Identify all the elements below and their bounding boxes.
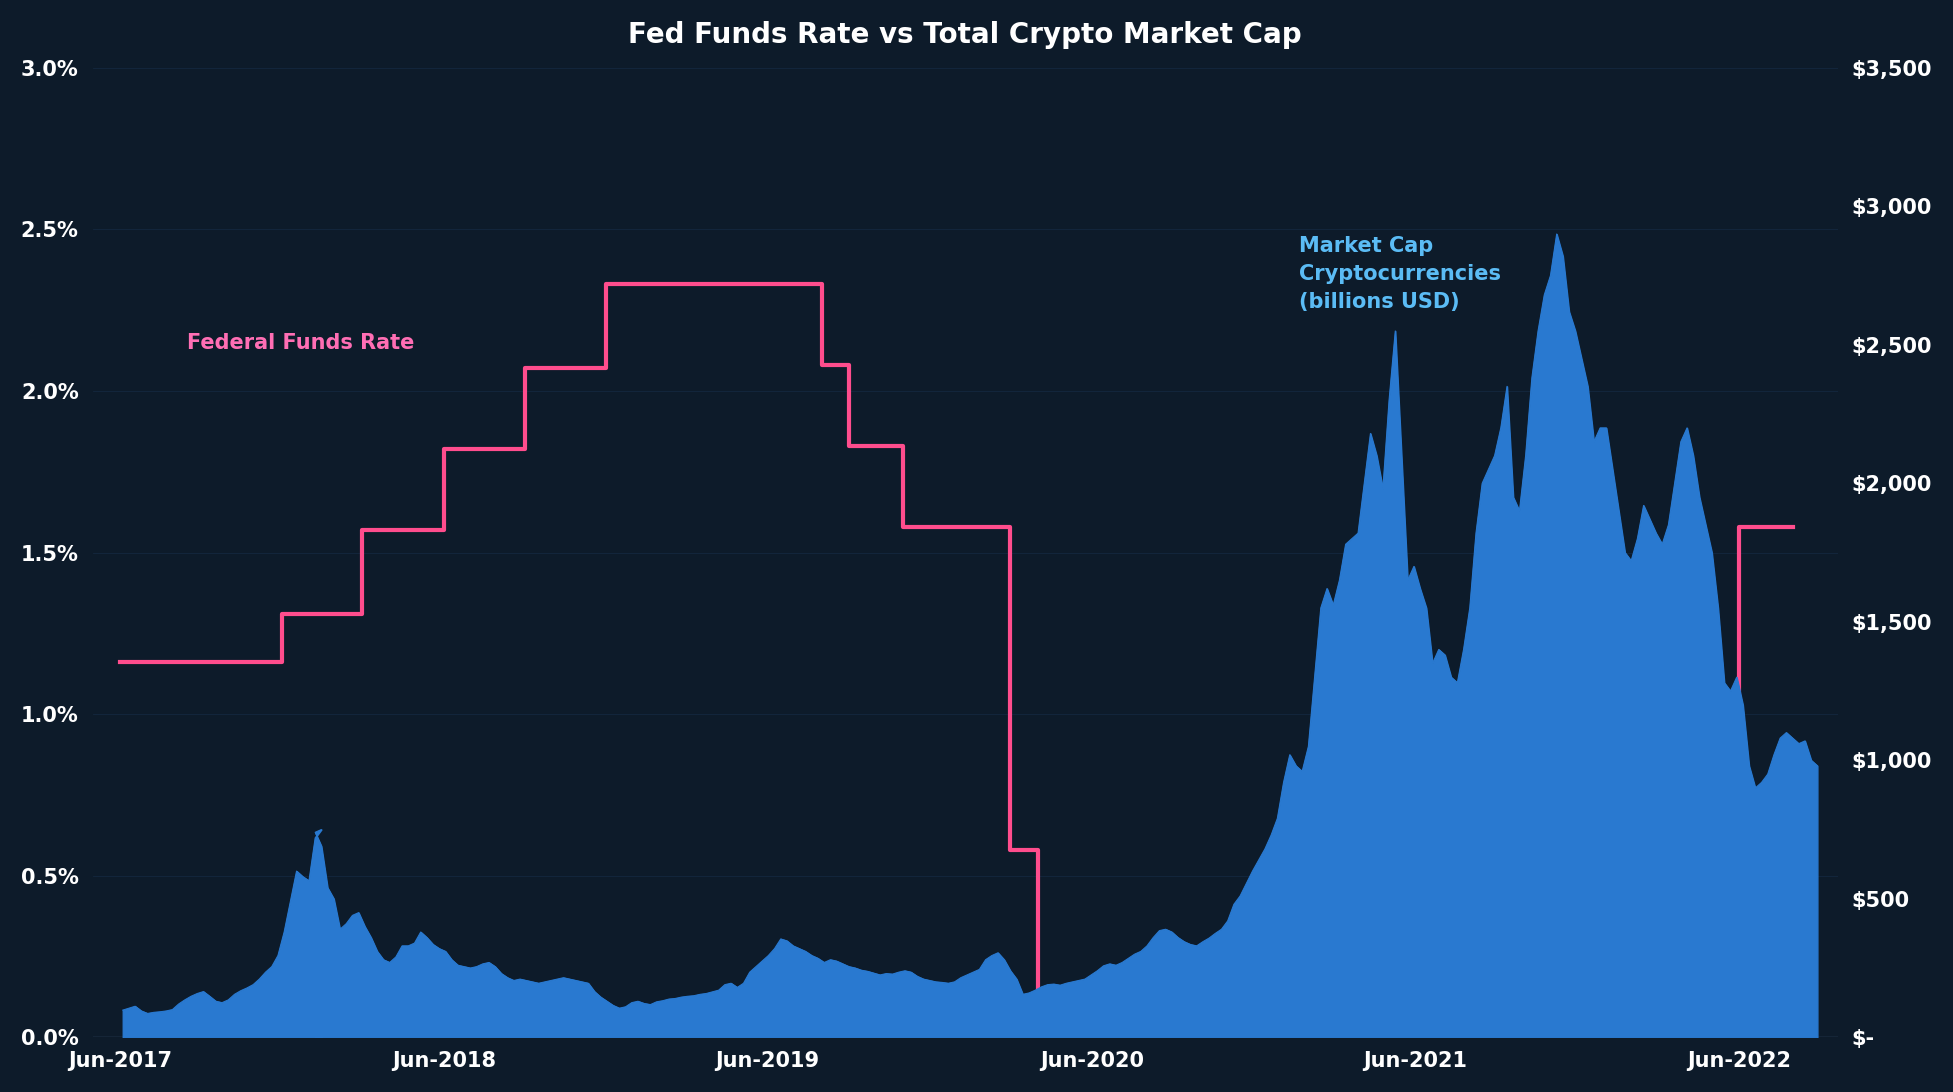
Title: Fed Funds Rate vs Total Crypto Market Cap: Fed Funds Rate vs Total Crypto Market Ca… (629, 21, 1303, 49)
Text: Market Cap
Cryptocurrencies
(billions USD): Market Cap Cryptocurrencies (billions US… (1299, 236, 1500, 312)
Text: Federal Funds Rate: Federal Funds Rate (187, 332, 414, 353)
